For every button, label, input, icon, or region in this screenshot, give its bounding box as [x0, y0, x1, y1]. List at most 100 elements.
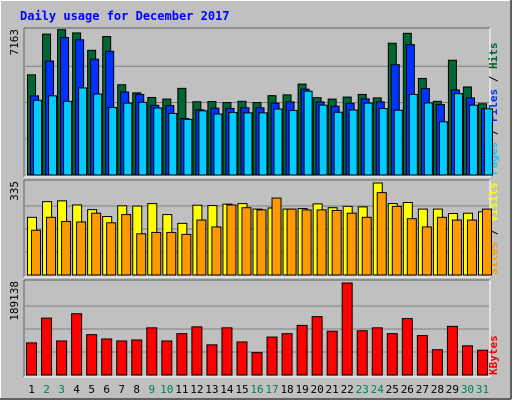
x-tick-label-23: 23 [356, 383, 369, 396]
bar-sites-day-31 [481, 208, 492, 276]
bar-sites-day-6 [106, 222, 117, 276]
x-tick-label-9: 9 [148, 383, 155, 396]
bar-kbytes-day-13 [206, 344, 218, 376]
bar-kbytes-day-20 [311, 316, 323, 376]
panel-bottom: 189138 KBytes [8, 279, 500, 378]
bar-sites-day-22 [346, 212, 357, 276]
bar-sites-day-7 [121, 214, 132, 276]
bar-sites-day-13 [211, 226, 222, 276]
x-tick-label-8: 8 [133, 383, 140, 396]
bar-kbytes-day-3 [56, 340, 68, 376]
x-tick-label-20: 20 [311, 383, 324, 396]
bar-sites-day-30 [466, 219, 477, 276]
bar-kbytes-day-1 [26, 342, 38, 376]
bar-kbytes-day-6 [101, 338, 113, 376]
bar-pages-day-3 [63, 100, 73, 176]
bar-pages-day-24 [378, 108, 388, 176]
panel-bottom-legend: KBytes [487, 335, 500, 375]
bar-pages-day-20 [318, 104, 328, 176]
bar-sites-day-27 [421, 226, 432, 276]
bar-pages-day-27 [423, 102, 433, 176]
bar-pages-day-4 [78, 87, 88, 176]
bar-sites-day-5 [91, 212, 102, 276]
x-tick-label-22: 22 [341, 383, 354, 396]
bar-sites-day-24 [376, 192, 387, 276]
x-tick-label-28: 28 [431, 383, 444, 396]
bar-sites-day-11 [181, 233, 192, 276]
bar-sites-day-19 [301, 209, 312, 276]
bar-pages-day-26 [408, 93, 418, 176]
bar-sites-day-25 [391, 205, 402, 276]
bar-kbytes-day-22 [341, 282, 353, 376]
x-tick-label-4: 4 [73, 383, 80, 396]
bar-sites-day-20 [316, 209, 327, 276]
bar-sites-day-21 [331, 209, 342, 276]
bar-kbytes-day-17 [266, 336, 278, 376]
bar-kbytes-day-9 [146, 327, 158, 376]
bar-kbytes-day-26 [401, 318, 413, 376]
bar-sites-day-26 [406, 218, 417, 276]
x-tick-label-26: 26 [401, 383, 414, 396]
bar-kbytes-day-28 [431, 349, 443, 376]
bar-sites-day-15 [241, 207, 252, 276]
x-tick-label-7: 7 [118, 383, 125, 396]
bar-sites-day-4 [76, 221, 87, 276]
bar-pages-day-23 [363, 102, 373, 176]
x-tick-label-15: 15 [235, 383, 248, 396]
bar-pages-day-19 [303, 90, 313, 176]
bar-pages-day-18 [288, 109, 298, 176]
bar-pages-day-8 [138, 101, 148, 176]
x-tick-label-29: 29 [446, 383, 459, 396]
x-tick-label-14: 14 [220, 383, 234, 396]
bar-kbytes-day-2 [41, 317, 53, 376]
bar-kbytes-day-27 [416, 335, 428, 376]
bar-kbytes-day-31 [476, 349, 488, 376]
bar-pages-day-31 [483, 108, 493, 176]
x-tick-label-16: 16 [250, 383, 263, 396]
x-tick-label-2: 2 [43, 383, 50, 396]
bar-kbytes-day-19 [296, 324, 308, 376]
x-tick-label-17: 17 [265, 383, 278, 396]
bar-kbytes-day-29 [446, 325, 458, 376]
bar-pages-day-2 [48, 95, 58, 176]
bar-pages-day-6 [108, 107, 118, 176]
bar-sites-day-9 [151, 231, 162, 276]
bar-pages-day-28 [438, 121, 448, 176]
bar-sites-day-1 [31, 229, 42, 276]
bar-kbytes-day-14 [221, 327, 233, 376]
bar-kbytes-day-21 [326, 330, 338, 376]
bar-kbytes-day-30 [461, 345, 473, 376]
bar-sites-day-12 [196, 219, 207, 276]
x-tick-label-24: 24 [371, 383, 385, 396]
bar-pages-day-16 [258, 112, 268, 176]
bar-sites-day-29 [451, 219, 462, 276]
bar-pages-day-15 [243, 112, 253, 176]
bar-sites-day-10 [166, 231, 177, 276]
panel-top-ymax-label: 7163 [8, 29, 21, 56]
legend-entry: KBytes [487, 335, 500, 375]
bar-pages-day-7 [123, 102, 133, 176]
bar-kbytes-day-11 [176, 333, 188, 376]
legend-entry: Hits [487, 43, 500, 70]
x-tick-label-6: 6 [103, 383, 110, 396]
bar-pages-day-25 [393, 109, 403, 176]
chart-title: Daily usage for December 2017 [20, 9, 230, 23]
bar-kbytes-day-4 [71, 313, 83, 376]
bar-pages-day-29 [453, 93, 463, 176]
x-tick-label-21: 21 [326, 383, 339, 396]
bar-pages-day-21 [333, 111, 343, 176]
bar-sites-day-3 [61, 220, 72, 276]
bar-sites-day-2 [46, 216, 57, 276]
bar-kbytes-day-5 [86, 334, 98, 376]
bar-kbytes-day-12 [191, 326, 203, 376]
bar-kbytes-day-25 [386, 333, 398, 376]
x-tick-label-3: 3 [58, 383, 65, 396]
bar-pages-day-12 [198, 110, 208, 176]
bar-sites-day-14 [226, 204, 237, 276]
x-tick-label-12: 12 [190, 383, 203, 396]
x-tick-label-11: 11 [175, 383, 188, 396]
